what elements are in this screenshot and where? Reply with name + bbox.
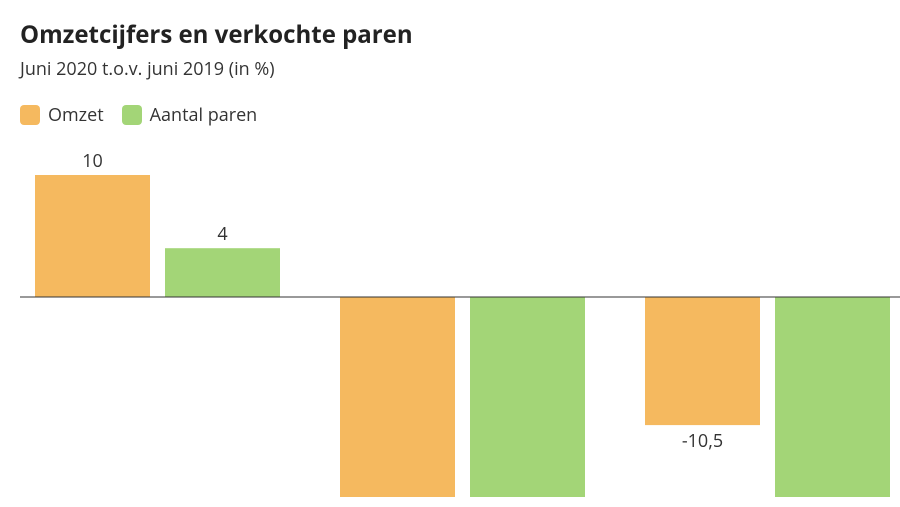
- bar: [165, 248, 280, 297]
- chart-subtitle: Juni 2020 t.o.v. juni 2019 (in %): [20, 57, 880, 81]
- legend-item-aantal-paren: Aantal paren: [122, 103, 258, 127]
- bar-value-label: -10,5: [682, 429, 723, 453]
- bar: [340, 297, 455, 497]
- bar: [470, 297, 585, 497]
- bar: [775, 297, 890, 497]
- legend-swatch-aantal-paren: [122, 105, 142, 125]
- bar-chart-svg: 10 4 -10,5: [20, 137, 900, 497]
- bar: [645, 297, 760, 425]
- bar-value-label: 4: [217, 222, 227, 246]
- chart-area: 10 4 -10,5: [20, 137, 880, 497]
- legend-swatch-omzet: [20, 105, 40, 125]
- legend-label-aantal-paren: Aantal paren: [150, 103, 258, 127]
- legend-label-omzet: Omzet: [48, 103, 104, 127]
- chart-title: Omzetcijfers en verkochte paren: [20, 18, 880, 51]
- bar: [35, 175, 150, 297]
- legend: Omzet Aantal paren: [20, 103, 880, 127]
- chart-container: Omzetcijfers en verkochte paren Juni 202…: [0, 0, 900, 497]
- legend-item-omzet: Omzet: [20, 103, 104, 127]
- bar-value-label: 10: [82, 149, 103, 173]
